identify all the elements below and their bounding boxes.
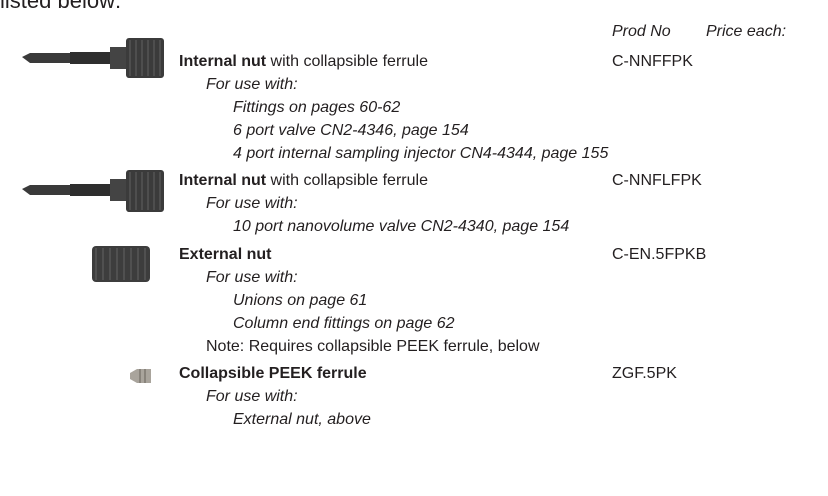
use-item: 10 port nanovolume valve CN2-4340, page …: [233, 218, 570, 235]
use-label: For use with:: [206, 76, 298, 93]
prod-no: C-NNFLFPK: [612, 172, 702, 189]
note: Note: Requires collapsible PEEK ferrule,…: [206, 338, 540, 355]
item-name-suffix: with collapsible ferrule: [266, 172, 428, 189]
prod-no: ZGF.5PK: [612, 365, 677, 382]
internal-nut-image: [22, 170, 164, 212]
item-name: Collapsible PEEK ferrule: [179, 365, 367, 382]
use-item: Fittings on pages 60-62: [233, 99, 401, 116]
item-name: Internal nut: [179, 172, 267, 189]
column-header: Prod No: [612, 23, 671, 40]
use-item: 6 port valve CN2-4346, page 154: [233, 122, 469, 139]
item-name-suffix: with collapsible ferrule: [266, 53, 428, 70]
use-item: Unions on page 61: [233, 292, 368, 309]
internal-nut-image: [22, 38, 164, 78]
use-label: For use with:: [206, 388, 298, 405]
item-title: Collapsible PEEK ferrule: [179, 364, 367, 384]
prod-no: C-NNFFPK: [612, 53, 693, 70]
item-title: External nut: [179, 245, 271, 265]
use-item: 4 port internal sampling injector CN4-43…: [233, 145, 609, 162]
use-label: For use with:: [206, 195, 298, 212]
use-label: For use with:: [206, 269, 298, 286]
ferrule-image: [130, 369, 151, 383]
item-title: Internal nut with collapsible ferrule: [179, 52, 428, 72]
item-name: External nut: [179, 246, 272, 263]
column-header: Price each:: [706, 23, 787, 40]
intro-text: listed below:: [0, 0, 122, 13]
external-nut-image: [92, 246, 150, 282]
prod-no: C-EN.5FPKB: [612, 246, 707, 263]
item-name: Internal nut: [179, 53, 267, 70]
use-item: Column end fittings on page 62: [233, 315, 455, 332]
item-title: Internal nut with collapsible ferrule: [179, 171, 428, 191]
use-item: External nut, above: [233, 411, 371, 428]
